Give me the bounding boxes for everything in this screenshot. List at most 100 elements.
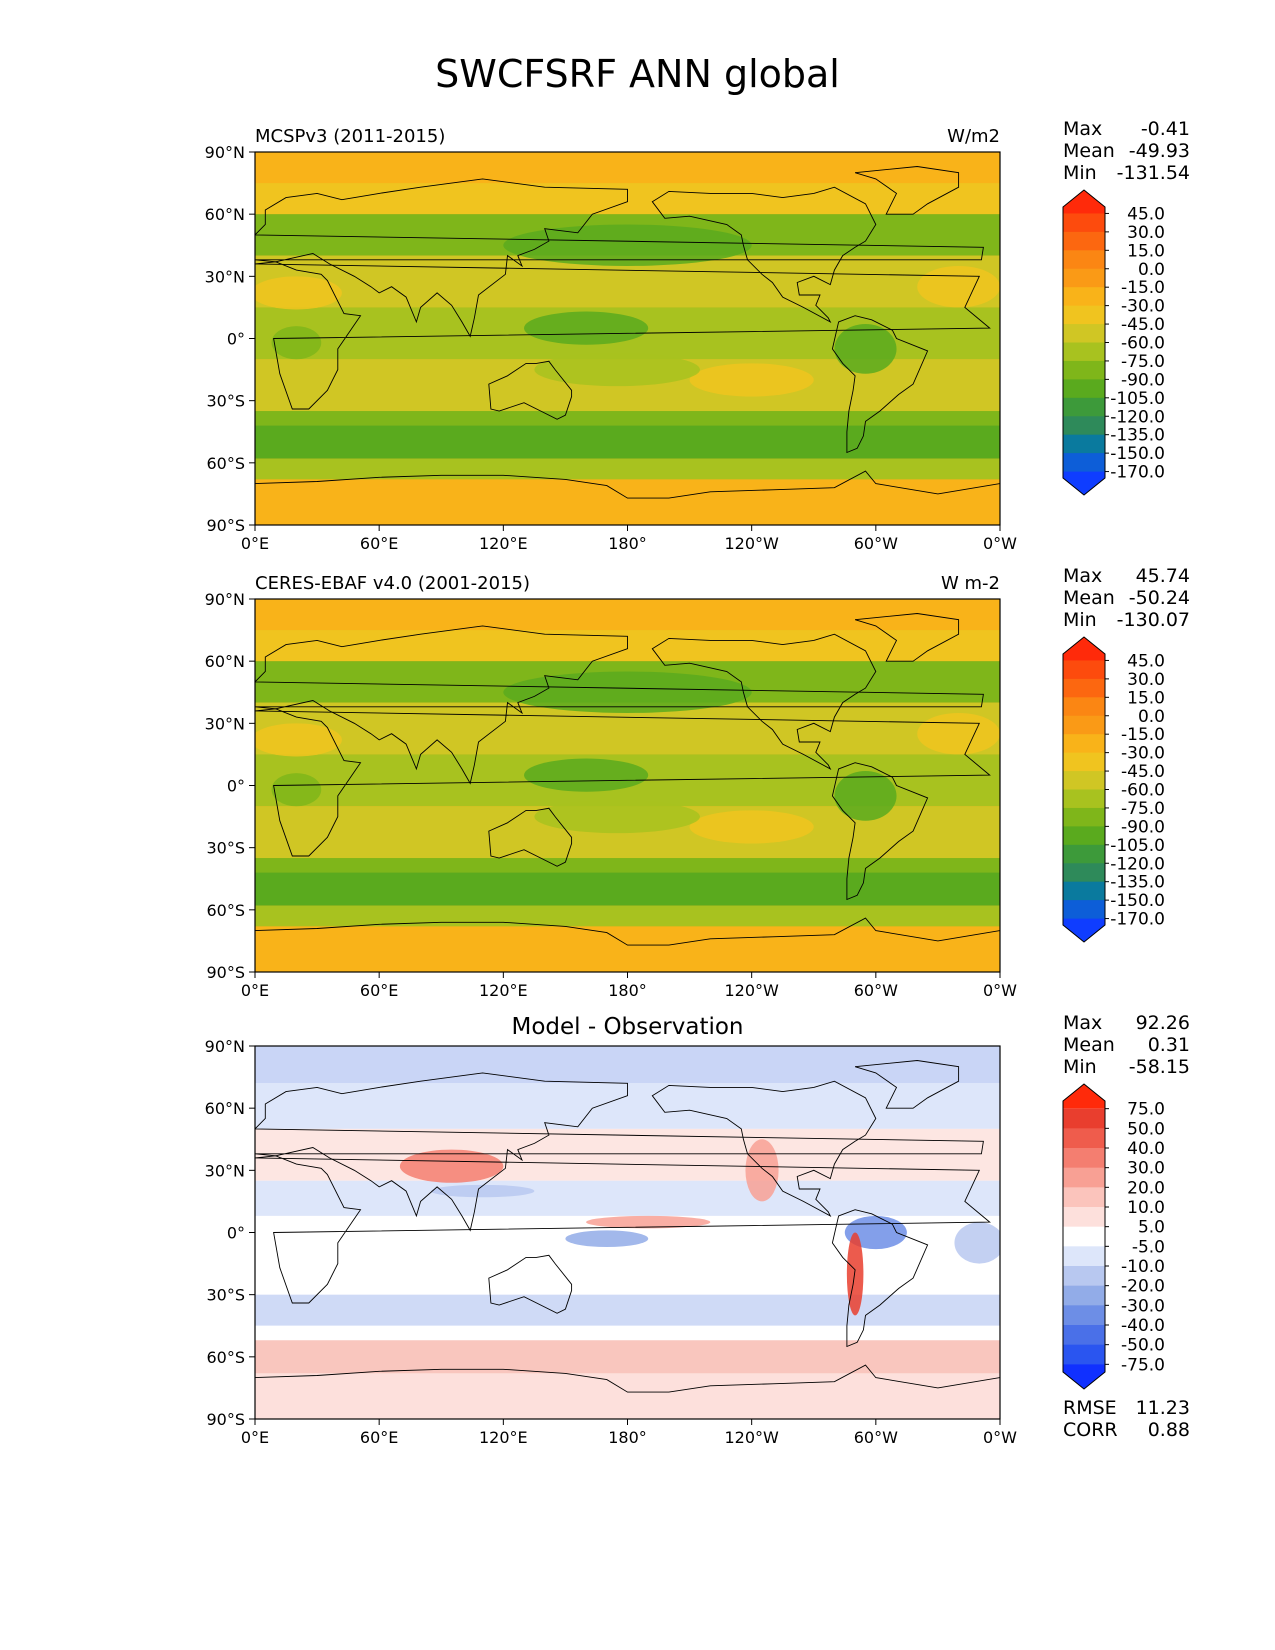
colorbar-cell xyxy=(1063,881,1105,901)
coastline-australia xyxy=(488,360,573,420)
lat-tick-label: 90°S xyxy=(206,1410,245,1429)
colorbar-label: -170.0 xyxy=(1110,463,1165,483)
coastline-eurasia xyxy=(255,1072,984,1232)
lon-tick-label: 60°E xyxy=(360,534,398,553)
field-feature xyxy=(534,800,700,834)
colorbar-label: -75.0 xyxy=(1121,799,1165,819)
panel-observation: CERES-EBAF v4.0 (2001-2015) W m-2 90°N 60°N… xyxy=(205,565,1190,1000)
panel-units: W m-2 xyxy=(941,573,1000,594)
field-feature xyxy=(271,326,322,360)
stat-label: Min xyxy=(1063,1056,1097,1078)
stat-label: Max xyxy=(1063,565,1102,587)
stat-value: -49.93 xyxy=(1129,140,1190,162)
field-feature xyxy=(399,1149,504,1183)
lat-tick-label: 60°S xyxy=(206,901,245,920)
field-feature xyxy=(503,671,752,713)
colorbar-cell xyxy=(1063,863,1105,883)
colorbar-outline xyxy=(1062,189,1106,496)
coastline-greenland xyxy=(854,166,960,215)
colorbar-cell xyxy=(1063,1128,1105,1149)
colorbar-cell xyxy=(1063,1207,1105,1228)
colorbar-cell xyxy=(1063,231,1105,251)
field-feature xyxy=(524,311,649,345)
colorbar-cell xyxy=(1063,1344,1105,1365)
colorbar-label: 75.0 xyxy=(1127,1100,1165,1120)
colorbar-label: 30.0 xyxy=(1127,670,1165,690)
colorbar-label: -135.0 xyxy=(1110,426,1165,446)
colorbar-cell xyxy=(1063,697,1105,717)
field-band xyxy=(255,872,1000,906)
panel-model: MCSPv3 (2011-2015) W/m2 90°N 60°N 30°N 0° 30°S… xyxy=(205,118,1190,553)
colorbar-label: -150.0 xyxy=(1110,891,1165,911)
coastline-africa xyxy=(255,261,991,410)
lon-tick-label: 120°W xyxy=(724,534,779,553)
lon-tick-label: 120°E xyxy=(479,1428,528,1447)
lon-tick-label: 60°W xyxy=(854,1428,898,1447)
extra-stat-label: RMSE xyxy=(1063,1397,1117,1419)
colorbar-cell xyxy=(1063,1226,1105,1247)
map-field xyxy=(255,1046,1000,1419)
colorbar-cell xyxy=(1063,918,1105,942)
colorbar-label: -170.0 xyxy=(1110,910,1165,930)
colorbar-label: -150.0 xyxy=(1110,444,1165,464)
colorbar-cell xyxy=(1063,379,1105,399)
lon-tick-label: 0°E xyxy=(241,1428,269,1447)
colorbar-cell xyxy=(1063,190,1105,214)
panel-left-title: CERES-EBAF v4.0 (2001-2015) xyxy=(255,573,530,594)
field-band xyxy=(255,425,1000,459)
field-feature xyxy=(524,758,649,792)
lon-tick-label: 120°W xyxy=(724,981,779,1000)
colorbar-cell xyxy=(1063,360,1105,380)
field-band xyxy=(255,411,1000,426)
coastline-australia xyxy=(488,807,573,867)
field-feature xyxy=(954,1222,1000,1264)
coastline-africa xyxy=(255,708,991,857)
colorbar-cell xyxy=(1063,826,1105,846)
lat-tick-label: 60°S xyxy=(206,1348,245,1367)
lat-tick-label: 60°N xyxy=(205,652,245,671)
lat-tick-label: 0° xyxy=(227,330,245,349)
lon-tick-label: 180° xyxy=(608,981,647,1000)
lon-tick-label: 60°E xyxy=(360,981,398,1000)
lon-tick-label: 0°E xyxy=(241,534,269,553)
coastline-africa xyxy=(255,1155,991,1304)
stat-label: Min xyxy=(1063,162,1097,184)
stat-value: 0.31 xyxy=(1148,1034,1190,1056)
colorbar-cell xyxy=(1063,268,1105,288)
colorbar-cell xyxy=(1063,1167,1105,1188)
colorbar: 45.030.015.00.0-15.0-30.0-45.0-60.0-75.0… xyxy=(1062,636,1165,943)
colorbar-label: -75.0 xyxy=(1121,352,1165,372)
field-feature xyxy=(255,723,342,757)
lon-tick-label: 180° xyxy=(608,534,647,553)
colorbar-label: 45.0 xyxy=(1127,651,1165,671)
field-feature xyxy=(586,1215,711,1229)
colorbar-cell xyxy=(1063,844,1105,864)
lon-tick-label: 120°E xyxy=(479,981,528,1000)
stat-label: Mean xyxy=(1063,587,1115,609)
colorbar-label: -45.0 xyxy=(1121,762,1165,782)
colorbar-cell xyxy=(1063,789,1105,809)
field-band xyxy=(255,905,1000,927)
map-field xyxy=(255,599,1000,972)
field-feature xyxy=(689,810,814,844)
colorbar-cell xyxy=(1063,637,1105,661)
colorbar-label: -105.0 xyxy=(1110,389,1165,409)
lat-tick-label: 30°N xyxy=(205,714,245,733)
field-band xyxy=(255,1180,1000,1216)
colorbar-cell xyxy=(1063,807,1105,827)
colorbar-cell xyxy=(1063,1285,1105,1306)
colorbar-cell xyxy=(1063,1187,1105,1208)
colorbar-cell xyxy=(1063,324,1105,343)
colorbar-cell xyxy=(1063,342,1105,362)
coastline-namerica xyxy=(651,633,877,770)
colorbar-outline xyxy=(1062,636,1106,943)
lon-tick-label: 120°W xyxy=(724,1428,779,1447)
colorbar-cell xyxy=(1063,1364,1105,1389)
extra-stat-value: 0.88 xyxy=(1148,1419,1190,1441)
colorbar-label: 50.0 xyxy=(1127,1119,1165,1139)
colorbar-cell xyxy=(1063,453,1105,473)
colorbar-label: -30.0 xyxy=(1121,1296,1165,1316)
lon-tick-label: 60°E xyxy=(360,1428,398,1447)
coastline-antarctica xyxy=(255,470,1000,525)
field-feature xyxy=(745,1139,779,1202)
